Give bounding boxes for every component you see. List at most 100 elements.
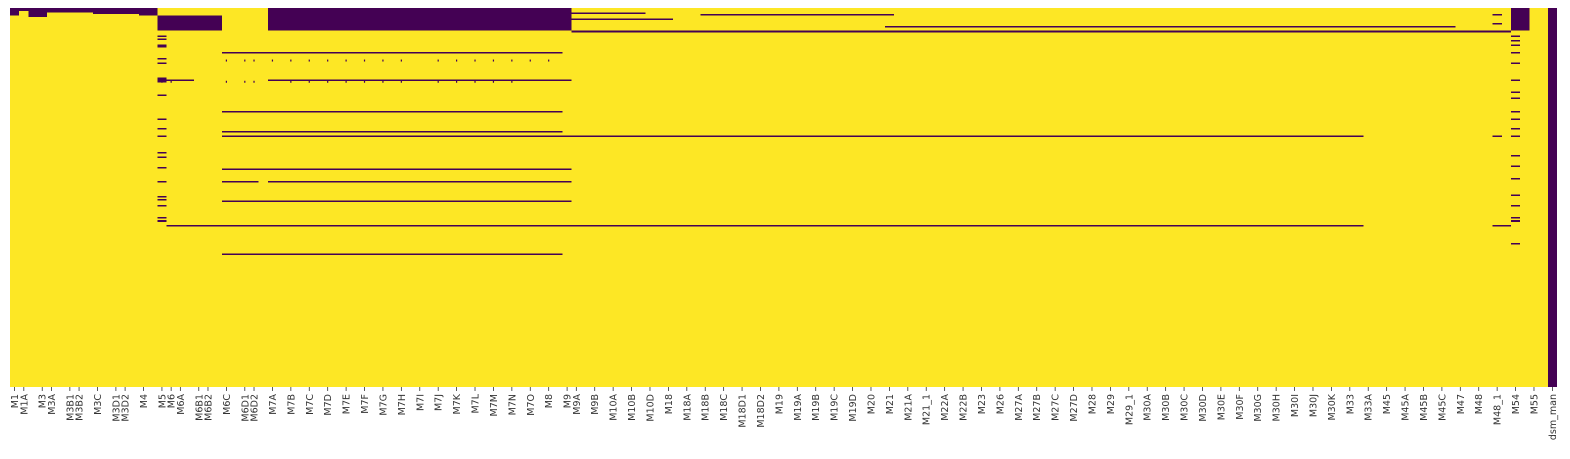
heatmap-missing-row: [719, 224, 885, 227]
x-tick-label: M7I: [415, 394, 426, 411]
x-tick-label: M18D1: [738, 394, 749, 428]
heatmap-missing-cell: [562, 9, 572, 12]
x-tick-label: M45C: [1437, 394, 1448, 421]
x-tick-label: M19C: [830, 394, 841, 421]
heatmap-missing-cell: [1492, 23, 1502, 25]
heatmap-missing-block: [157, 15, 222, 31]
heatmap-missing-cell: [562, 14, 572, 16]
x-tick-label: M9A: [572, 394, 583, 415]
x-tick-label: M33A: [1364, 394, 1375, 421]
heatmap-missing-dot: [400, 59, 402, 62]
heatmap-missing-cell: [157, 58, 167, 60]
x-tick-label: M9: [563, 394, 574, 408]
x-tick-label: M27B: [1032, 394, 1043, 421]
heatmap-missing-dot: [492, 80, 495, 83]
heatmap-missing-dot: [327, 80, 329, 83]
x-tick-label: M22B: [959, 394, 970, 421]
x-tick-label: M7A: [268, 394, 279, 415]
heatmap-missing-dot: [345, 59, 347, 62]
heatmap-missing-dot: [456, 80, 458, 83]
heatmap-missing-cell: [157, 156, 167, 159]
x-tick-label: M7G: [378, 394, 389, 416]
heatmap-missing-row: [221, 253, 563, 256]
heatmap-missing-cell: [562, 23, 572, 25]
x-tick-label: M7K: [452, 393, 463, 414]
x-tick-label: M7B: [286, 394, 297, 415]
heatmap-missing-row: [221, 200, 572, 203]
x-tick-label: dsm_man: [1548, 394, 1559, 440]
x-tick-label: M3D2: [121, 394, 132, 422]
heatmap-missing-dot: [345, 80, 347, 83]
heatmap-missing-cell: [157, 62, 167, 65]
heatmap-missing-dot: [437, 80, 439, 83]
heatmap-missing-cell: [1510, 155, 1521, 157]
x-tick-label: M6B1: [194, 394, 205, 421]
x-tick-label: M47: [1456, 394, 1467, 414]
heatmap-missing-dot: [161, 80, 163, 83]
heatmap-missing-row: [221, 135, 572, 137]
x-tick-label: M7D: [323, 394, 334, 416]
heatmap-missing-cell: [1510, 217, 1521, 219]
x-tick-label: M22A: [940, 394, 951, 421]
x-tick-label: M18C: [719, 394, 730, 421]
x-tick-label: M3: [38, 394, 49, 408]
heatmap-missing-dot: [290, 59, 292, 62]
x-tick-label: M18: [664, 394, 675, 414]
x-tick-label: M18B: [701, 394, 712, 421]
heatmap-missing-dot: [253, 59, 255, 62]
heatmap-missing-cell: [157, 180, 167, 183]
heatmap-missing-cell: [157, 127, 167, 130]
heatmap-missing-block: [10, 8, 20, 16]
heatmap-missing-row: [166, 224, 720, 227]
heatmap-missing-dot: [363, 59, 366, 62]
heatmap-missing-row: [267, 180, 572, 183]
x-tick-label: M7C: [305, 394, 316, 415]
heatmap-missing-cell: [1510, 127, 1521, 130]
x-tick-label: M30G: [1253, 394, 1264, 422]
x-tick-label: M28: [1087, 394, 1098, 414]
x-tick-label: M19A: [793, 394, 804, 421]
x-tick-label: M9B: [590, 394, 601, 415]
x-tick-label: M1: [10, 394, 21, 408]
heatmap-missing-cell: [562, 21, 572, 24]
x-tick-label: M7L: [471, 393, 482, 413]
x-tick-label: M27A: [1014, 394, 1025, 421]
heatmap-missing-cell: [1510, 177, 1521, 180]
heatmap-missing-cell: [562, 17, 572, 19]
heatmap-missing-cell: [157, 220, 167, 222]
heatmap-missing-row: [571, 135, 1364, 137]
heatmap-missing-dot: [492, 59, 495, 62]
heatmap-missing-dot: [363, 80, 366, 83]
x-tick-label: M6A: [176, 394, 187, 415]
heatmap-missing-row: [571, 12, 646, 15]
heatmap-missing-cell: [157, 118, 167, 121]
heatmap-missing-dot: [225, 80, 227, 83]
heatmap-missing-cell: [562, 18, 572, 21]
x-tick-label: M10B: [627, 394, 638, 421]
heatmap-missing-row: [700, 14, 894, 16]
heatmap-missing-cell: [562, 15, 572, 18]
heatmap-missing-dot: [548, 59, 550, 62]
x-tick-label: M45A: [1401, 394, 1412, 421]
x-tick-label: M10D: [645, 394, 656, 422]
x-tick-label: M3B1: [65, 394, 76, 421]
x-tick-label: M30D: [1198, 394, 1209, 422]
heatmap-missing-dot: [437, 59, 439, 62]
heatmap-missing-dot: [308, 80, 310, 83]
x-tick-label: M30E: [1216, 394, 1227, 420]
heatmap-missing-cell: [1492, 135, 1502, 137]
heatmap-missing-dot: [511, 59, 513, 62]
heatmap-missing-cell: [1510, 205, 1521, 207]
x-tick-label: M30J: [1308, 394, 1319, 417]
heatmap-missing-block: [138, 8, 158, 16]
heatmap-missing-row: [221, 180, 259, 183]
heatmap-missing-row: [221, 51, 563, 54]
x-tick-label: M7M: [489, 394, 500, 416]
heatmap-missing-dot: [308, 59, 310, 62]
heatmap-missing-row: [571, 18, 673, 21]
x-tick-label: M45B: [1419, 394, 1430, 421]
heatmap-missing-cell: [562, 26, 572, 28]
heatmap-missing-block: [1547, 8, 1557, 387]
x-tick-label: M7H: [397, 394, 408, 415]
